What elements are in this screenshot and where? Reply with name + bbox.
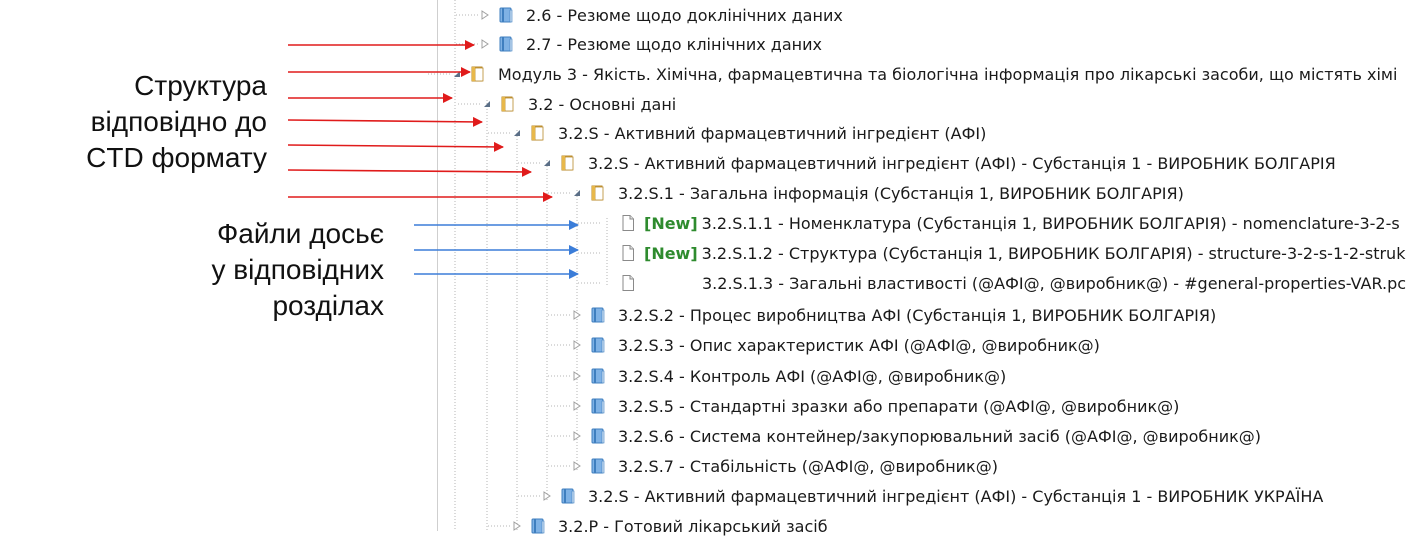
book-icon <box>588 335 608 355</box>
collapse-toggle-icon[interactable] <box>510 126 524 140</box>
document-icon <box>618 273 638 293</box>
expand-toggle-icon[interactable] <box>570 369 584 383</box>
structure-line-2: відповідно до <box>90 106 267 137</box>
folder-open-icon <box>588 183 608 203</box>
tree-node-label: 3.2.S.1.2 - Структура (Субстанція 1, ВИР… <box>701 243 1406 263</box>
expand-toggle-icon[interactable] <box>570 338 584 352</box>
book-icon <box>588 366 608 386</box>
expand-toggle-icon[interactable] <box>478 8 492 22</box>
expand-toggle-icon[interactable] <box>570 459 584 473</box>
tree-node[interactable]: 2.6 - Резюме щодо доклінічних даних <box>478 0 843 30</box>
book-icon <box>496 5 516 25</box>
tree-node-label: 3.2.S.6 - Система контейнер/закупорюваль… <box>618 426 1262 446</box>
structure-line-1: Структура <box>134 70 267 101</box>
tree-node-label: 3.2.S.1.1 - Номенклатура (Субстанція 1, … <box>701 213 1400 233</box>
structure-line-3: CTD формату <box>86 142 267 173</box>
files-line-1: Файли досьє <box>216 218 384 249</box>
red-arrow <box>287 116 483 127</box>
tree-node[interactable]: 3.2.S.1.3 - Загальні властивості (@АФІ@,… <box>600 268 1406 298</box>
tree-node[interactable]: 3.2.S.6 - Система контейнер/закупорюваль… <box>570 421 1261 451</box>
book-icon <box>588 396 608 416</box>
document-icon <box>618 213 638 233</box>
tree-node-label: Модуль 3 - Якість. Хімічна, фармацевтичн… <box>498 64 1398 84</box>
expand-toggle-icon[interactable] <box>510 519 524 533</box>
tree-node-label: 3.2.S - Активний фармацевтичний інгредіє… <box>588 486 1324 506</box>
tree-node[interactable]: 3.2.S.1 - Загальна інформація (Субстанці… <box>570 178 1184 208</box>
tree-node[interactable]: Модуль 3 - Якість. Хімічна, фармацевтичн… <box>450 59 1397 89</box>
tree-node-label: 3.2.S - Активний фармацевтичний інгредіє… <box>588 153 1336 173</box>
folder-open-icon <box>528 123 548 143</box>
red-arrow <box>287 141 504 152</box>
tree-node[interactable]: 3.2.S.5 - Стандартні зразки або препарат… <box>570 391 1179 421</box>
tree-node-label: 2.7 - Резюме щодо клінічних даних <box>526 34 822 54</box>
tree-node-label: 3.2.S.4 - Контроль АФІ (@АФІ@, @виробник… <box>618 366 1007 386</box>
tree-node[interactable]: 3.2 - Основні дані <box>480 89 676 119</box>
files-line-2: у відповідних <box>211 254 384 285</box>
document-icon <box>618 243 638 263</box>
folder-open-icon <box>498 94 518 114</box>
tree-node-label: 3.2.S.5 - Стандартні зразки або препарат… <box>618 396 1180 416</box>
tree-node-label: 3.2 - Основні дані <box>528 94 677 114</box>
tree-node[interactable]: 3.2.S - Активний фармацевтичний інгредіє… <box>540 481 1323 511</box>
tree-node-label: 2.6 - Резюме щодо доклінічних даних <box>526 5 843 25</box>
tree-node-label: 3.2.S.3 - Опис характеристик АФІ (@АФІ@,… <box>618 335 1100 355</box>
tree-node-label: 3.2.S.1.3 - Загальні властивості (@АФІ@,… <box>702 273 1407 293</box>
book-icon <box>588 426 608 446</box>
tree-node[interactable]: 2.7 - Резюме щодо клінічних даних <box>478 29 822 59</box>
expand-toggle-icon[interactable] <box>478 37 492 51</box>
expand-toggle-icon[interactable] <box>570 399 584 413</box>
files-line-3: розділах <box>272 290 384 321</box>
new-badge: [New] <box>644 243 698 263</box>
tree-node[interactable]: 3.2.S.7 - Стабільність (@АФІ@, @виробник… <box>570 451 998 481</box>
tree-node[interactable]: [New] 3.2.S.1.1 - Номенклатура (Субстанці… <box>600 208 1400 238</box>
book-icon <box>496 34 516 54</box>
tree-node[interactable]: 3.2.S.4 - Контроль АФІ (@АФІ@, @виробник… <box>570 361 1006 391</box>
panel-separator <box>437 0 438 531</box>
book-icon <box>588 305 608 325</box>
tree-node[interactable]: [New] 3.2.S.1.2 - Структура (Субстанція 1… <box>600 238 1405 268</box>
tree-node-label: 3.2.S.1 - Загальна інформація (Субстанці… <box>618 183 1184 203</box>
book-icon <box>588 456 608 476</box>
red-arrow <box>287 166 532 177</box>
tree-node[interactable]: 3.2.S - Активний фармацевтичний інгредіє… <box>510 118 986 148</box>
tree-node[interactable]: 3.2.S.3 - Опис характеристик АФІ (@АФІ@,… <box>570 330 1100 360</box>
collapse-toggle-icon[interactable] <box>570 186 584 200</box>
structure-annotation: Структура відповідно до CTD формату <box>86 68 267 176</box>
tree-node-label: 3.2.S - Активний фармацевтичний інгредіє… <box>558 123 987 143</box>
collapse-toggle-icon[interactable] <box>540 156 554 170</box>
expand-toggle-icon[interactable] <box>570 308 584 322</box>
tree-node[interactable]: 3.2.S.2 - Процес виробництва АФІ (Субста… <box>570 300 1216 330</box>
new-badge: [New] <box>644 213 698 233</box>
collapse-toggle-icon[interactable] <box>480 97 494 111</box>
tree-node[interactable]: 3.2.S - Активний фармацевтичний інгредіє… <box>540 148 1336 178</box>
folder-open-icon <box>468 64 488 84</box>
expand-toggle-icon[interactable] <box>540 489 554 503</box>
expand-toggle-icon[interactable] <box>570 429 584 443</box>
files-annotation: Файли досьє у відповідних розділах <box>212 216 384 324</box>
book-icon <box>558 486 578 506</box>
tree-node-label: 3.2.S.2 - Процес виробництва АФІ (Субста… <box>618 305 1217 325</box>
tree-node-label: 3.2.S.7 - Стабільність (@АФІ@, @виробник… <box>618 456 998 476</box>
folder-open-icon <box>558 153 578 173</box>
